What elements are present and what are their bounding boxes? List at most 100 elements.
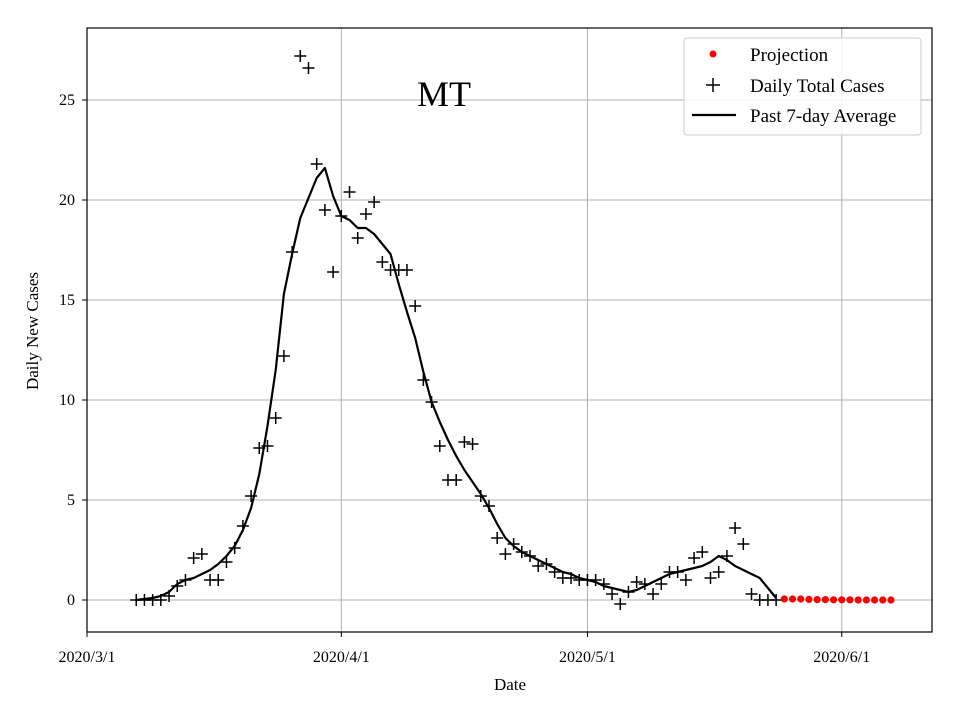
y-tick-label: 0 — [67, 592, 75, 609]
daily-case-marker — [696, 546, 709, 558]
daily-case-marker — [450, 474, 463, 486]
daily-case-marker — [351, 232, 364, 244]
daily-case-marker — [310, 158, 323, 170]
legend-daily-label: Daily Total Cases — [750, 76, 884, 97]
projection-marker — [879, 596, 887, 604]
daily-case-marker — [679, 574, 692, 586]
daily-case-marker — [187, 552, 200, 564]
daily-case-marker — [548, 566, 561, 578]
daily-case-marker — [343, 186, 356, 198]
x-tick-label: 2020/3/1 — [59, 649, 116, 666]
y-tick-label: 10 — [59, 392, 75, 409]
daily-case-marker — [597, 578, 610, 590]
projection-marker — [838, 596, 846, 604]
daily-case-marker — [688, 552, 701, 564]
daily-case-marker — [277, 350, 290, 362]
y-tick-label: 15 — [59, 292, 75, 309]
projection-marker — [862, 596, 870, 604]
projection-marker — [780, 595, 788, 603]
daily-case-marker — [318, 204, 331, 216]
legend-daily-marker — [706, 78, 720, 92]
daily-case-marker — [458, 436, 471, 448]
average-line-layer — [136, 166, 777, 602]
legend-box — [683, 37, 922, 136]
daily-case-marker — [515, 546, 528, 558]
daily-case-marker — [269, 412, 282, 424]
projection-marker — [788, 595, 797, 603]
legend-average-label: Past 7-day Average — [750, 106, 896, 127]
daily-case-marker — [261, 440, 274, 452]
daily-case-marker — [655, 578, 668, 590]
daily-case-marker — [720, 550, 733, 562]
projection-markers-layer — [780, 595, 895, 604]
daily-case-marker — [614, 598, 627, 610]
daily-case-marker — [540, 558, 553, 570]
daily-case-marker — [704, 572, 717, 584]
daily-case-marker — [171, 580, 184, 592]
daily-case-marker — [359, 208, 372, 220]
daily-case-marker — [606, 588, 619, 600]
daily-case-marker — [638, 578, 651, 590]
daily-case-marker — [712, 566, 725, 578]
daily-case-marker — [286, 246, 299, 258]
daily-case-marker — [507, 538, 520, 550]
daily-case-marker — [236, 520, 249, 532]
daily-case-marker — [368, 196, 381, 208]
projection-marker — [829, 596, 838, 604]
ticks: 2020/3/1 2020/4/1 2020/5/1 2020/6/1 0 5 10 15 20… — [59, 92, 871, 666]
legend-projection-label: Projection — [750, 45, 829, 66]
daily-case-marker — [245, 490, 258, 502]
daily-case-marker — [466, 438, 479, 450]
daily-case-marker — [647, 588, 660, 600]
projection-marker — [797, 595, 805, 603]
x-tick-label: 2020/4/1 — [313, 649, 370, 666]
daily-case-marker — [589, 574, 602, 586]
projection-marker — [887, 596, 895, 604]
average-line — [136, 166, 777, 602]
plot-frame — [86, 27, 933, 633]
daily-case-marker — [163, 590, 176, 602]
daily-case-marker — [565, 572, 578, 584]
chart-title: MT — [417, 74, 471, 114]
daily-case-marker — [737, 538, 750, 550]
daily-case-marker — [228, 542, 241, 554]
daily-case-marker — [622, 586, 635, 598]
projection-marker — [846, 596, 854, 604]
daily-case-marker — [482, 500, 495, 512]
x-tick-label: 2020/6/1 — [813, 649, 870, 666]
daily-case-marker — [524, 550, 537, 562]
projection-marker — [813, 596, 821, 604]
daily-case-marker — [253, 442, 266, 454]
daily-case-marker — [433, 440, 446, 452]
daily-case-marker — [400, 264, 413, 276]
projection-marker — [854, 596, 862, 604]
y-axis-label: Daily New Cases — [23, 272, 42, 390]
y-tick-label: 20 — [59, 192, 75, 209]
daily-markers-layer — [130, 50, 783, 610]
legend: Projection Daily Total Cases Past 7-day … — [683, 37, 922, 136]
x-tick-label: 2020/5/1 — [559, 649, 616, 666]
daily-case-marker — [532, 560, 545, 572]
daily-case-marker — [335, 210, 348, 222]
daily-case-marker — [154, 594, 167, 606]
daily-case-marker — [376, 256, 389, 268]
daily-case-marker — [212, 574, 225, 586]
daily-case-marker — [499, 548, 512, 560]
daily-case-marker — [294, 50, 307, 62]
daily-case-marker — [630, 576, 643, 588]
daily-case-marker — [417, 374, 430, 386]
projection-marker — [870, 596, 879, 604]
y-tick-label: 25 — [59, 92, 75, 109]
projection-marker — [821, 596, 829, 604]
daily-case-marker — [302, 62, 315, 74]
x-axis-label: Date — [494, 675, 526, 694]
daily-case-marker — [745, 588, 758, 600]
legend-projection-marker — [709, 50, 717, 58]
projection-marker — [805, 595, 813, 604]
daily-case-marker — [179, 574, 192, 586]
daily-case-marker — [671, 566, 684, 578]
y-tick-label: 5 — [67, 492, 75, 509]
daily-case-marker — [327, 266, 340, 278]
daily-case-marker — [474, 490, 487, 502]
